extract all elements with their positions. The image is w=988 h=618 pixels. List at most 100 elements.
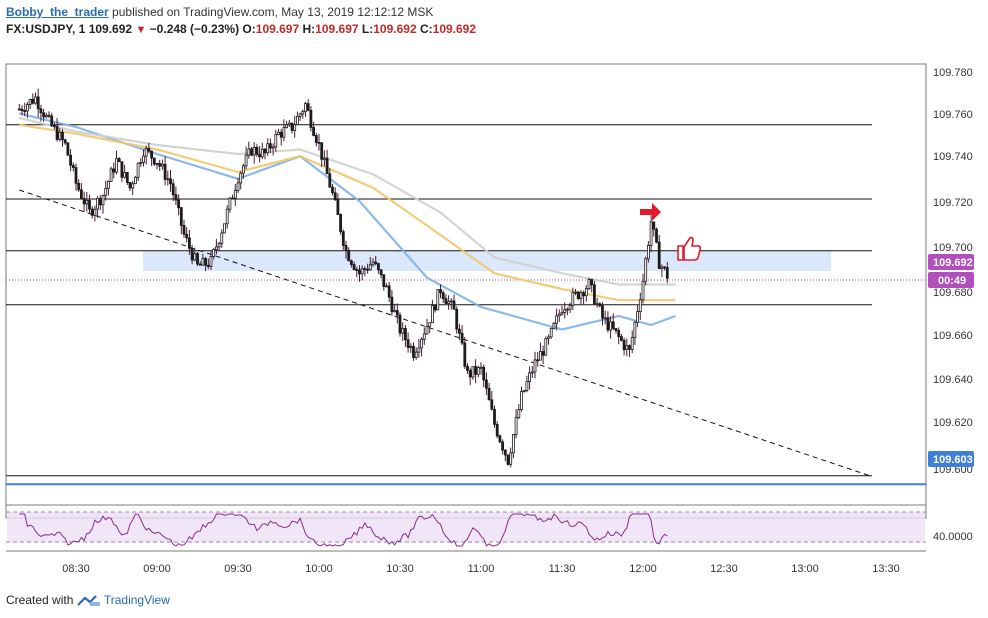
candle-body	[468, 370, 472, 378]
candle-body	[417, 347, 421, 353]
time-tick: 12:00	[629, 563, 657, 575]
candle-body	[298, 113, 302, 117]
candle-body	[430, 305, 434, 324]
candle-body	[533, 359, 537, 373]
candle-body	[177, 199, 181, 209]
time-tick: 13:00	[791, 563, 819, 575]
candle-body	[355, 269, 359, 271]
time-axis[interactable]: 08:30 09:00 09:30 10:00 10:30 11:00 11:3…	[62, 563, 900, 575]
price-axis[interactable]: 109.780 109.760 109.740 109.720 109.700 …	[933, 67, 973, 543]
candle-body	[98, 198, 102, 206]
candle-body	[439, 289, 442, 294]
down-arrow-icon: ▼	[135, 24, 147, 36]
candle-body	[409, 345, 413, 348]
trendline-dashed	[19, 189, 870, 477]
time-tick: 09:30	[224, 563, 252, 575]
candle-body	[444, 298, 448, 304]
candle-body	[301, 111, 305, 115]
candle-body	[198, 263, 202, 266]
candle-body	[393, 310, 397, 313]
candle-body	[568, 304, 572, 310]
candle-body	[163, 163, 167, 180]
candle-body	[223, 223, 226, 234]
low-value: 109.692	[373, 22, 417, 36]
candle-body	[471, 366, 475, 378]
red-arrow-icon	[640, 203, 661, 221]
candle-body	[71, 164, 75, 168]
candle-body	[231, 197, 235, 200]
candle-body	[363, 268, 367, 271]
candle-body	[476, 366, 480, 375]
current-price-tag: 109.692	[928, 254, 974, 270]
price-tick: 109.680	[933, 287, 973, 299]
candle-body	[614, 328, 618, 331]
candle-body	[147, 148, 151, 152]
candle-body	[150, 150, 154, 159]
candle-body	[117, 158, 121, 163]
price-tick: 109.780	[933, 67, 973, 79]
candle-body	[61, 131, 64, 141]
time-tick: 12:30	[710, 563, 738, 575]
candle-body	[571, 292, 575, 306]
candle-body	[403, 328, 407, 341]
candle-body	[382, 274, 386, 287]
candle-body	[25, 104, 29, 112]
chart-header: Bobby_the_trader published on TradingVie…	[0, 0, 988, 42]
candle-body	[169, 178, 172, 185]
candle-body	[652, 221, 656, 230]
rsi-line	[19, 513, 668, 547]
candle-body	[85, 199, 89, 205]
candle-body	[460, 332, 464, 344]
candle-body	[125, 172, 129, 183]
last-price: 109.692	[88, 22, 133, 36]
candle-body	[287, 122, 291, 126]
footer: Created with TradingView	[6, 593, 170, 607]
symbol-label[interactable]: FX:USDJPY, 1	[6, 22, 86, 36]
thumbs-up-icon	[677, 236, 702, 261]
candle-body	[171, 183, 175, 196]
publish-info: published on TradingView.com, May 13, 20…	[112, 5, 434, 19]
candle-body	[139, 162, 143, 164]
candle-body	[166, 178, 170, 181]
candle-body	[655, 228, 658, 243]
author-link[interactable]: Bobby_the_trader	[6, 5, 109, 19]
candle-body	[63, 139, 67, 144]
candle-body	[576, 291, 580, 299]
time-tick: 09:00	[143, 563, 171, 575]
candle-body	[352, 264, 356, 270]
candle-body	[263, 148, 267, 154]
candle-body	[622, 339, 626, 351]
candle-body	[455, 308, 459, 330]
candle-body	[309, 110, 313, 128]
price-change: −0.248 (−0.23%)	[149, 22, 240, 36]
candle-body	[582, 292, 585, 297]
candle-body	[474, 366, 478, 375]
candle-body	[406, 339, 410, 348]
price-tick: 109.760	[933, 109, 973, 121]
candle-body	[628, 345, 631, 350]
candle-body	[463, 342, 467, 367]
candle-body	[55, 125, 59, 140]
time-tick: 08:30	[62, 563, 90, 575]
candle-body	[290, 122, 294, 131]
candle-body	[487, 387, 491, 401]
candle-body	[201, 258, 205, 266]
rsi-band	[7, 512, 925, 542]
candle-body	[142, 155, 145, 163]
candle-body	[217, 242, 221, 248]
open-key: O:	[242, 22, 256, 36]
footer-brand-link[interactable]: TradingView	[103, 593, 170, 607]
price-chart[interactable]: 109.780 109.760 109.740 109.720 109.700 …	[0, 40, 988, 580]
candle-body	[160, 163, 164, 167]
candle-body	[120, 161, 124, 178]
candle-body	[555, 315, 558, 324]
candle-body	[271, 146, 275, 149]
candle-body	[42, 112, 45, 118]
candle-body	[387, 285, 391, 298]
candle-body	[414, 351, 418, 358]
candle-body	[566, 308, 569, 311]
candle-body	[660, 266, 664, 269]
candle-body	[665, 267, 669, 279]
candle-body	[44, 114, 48, 118]
candle-body	[395, 310, 399, 316]
